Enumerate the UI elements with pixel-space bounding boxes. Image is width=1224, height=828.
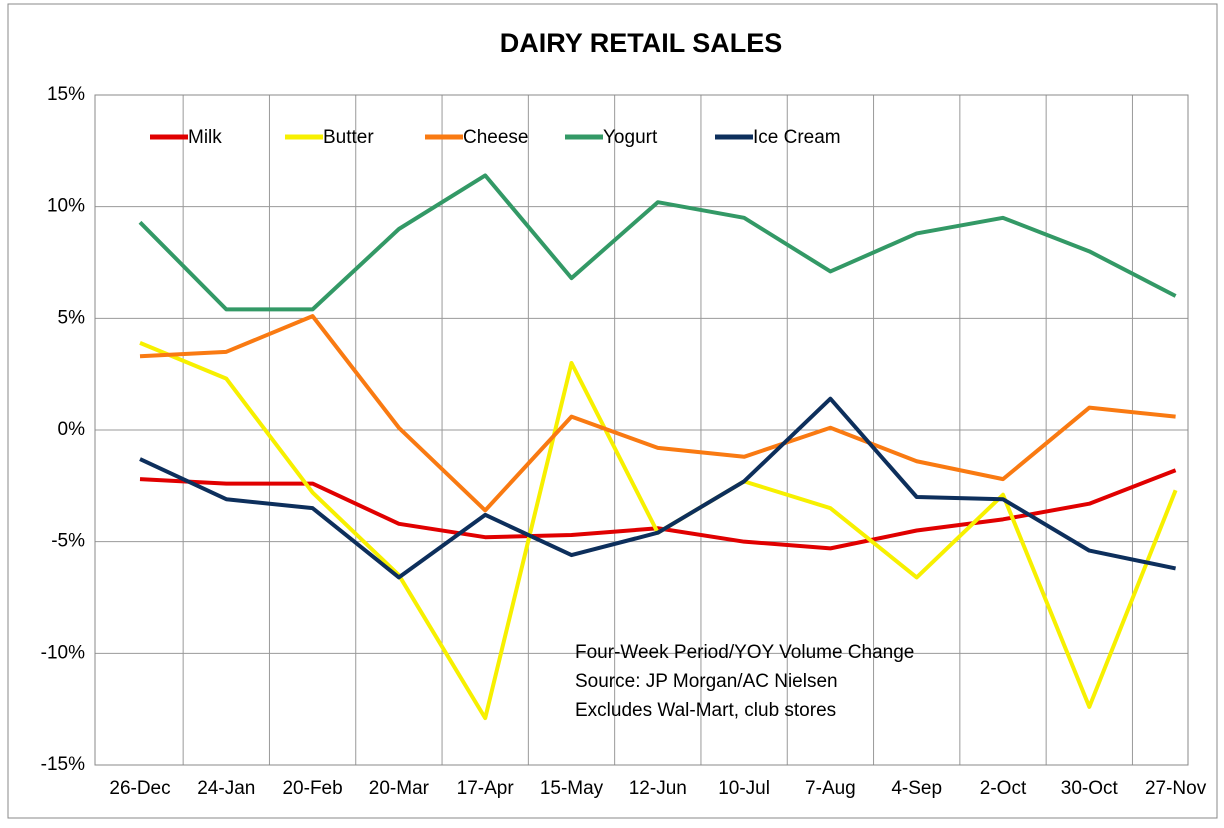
- legend-label: Butter: [323, 127, 374, 148]
- x-tick-label: 27-Nov: [1145, 778, 1207, 799]
- y-tick-label: 0%: [58, 419, 86, 440]
- legend-label: Cheese: [463, 127, 529, 148]
- x-tick-label: 24-Jan: [197, 778, 255, 799]
- y-tick-label: 15%: [47, 84, 85, 105]
- x-tick-label: 26-Dec: [109, 778, 170, 799]
- x-tick-label: 20-Feb: [282, 778, 342, 799]
- series-line: [139, 314, 1176, 513]
- legend-label: Milk: [188, 127, 222, 148]
- y-tick-label: 10%: [47, 196, 85, 217]
- x-tick-label: 17-Apr: [457, 778, 515, 799]
- x-tick-label: 10-Jul: [718, 778, 770, 799]
- x-tick-label: 30-Oct: [1061, 778, 1119, 799]
- x-tick-label: 12-Jun: [629, 778, 687, 799]
- series-line: [139, 396, 1177, 580]
- x-tick-label: 4-Sep: [891, 778, 942, 799]
- series-line: [139, 468, 1177, 551]
- annotation: Source: JP Morgan/AC Nielsen: [575, 671, 838, 692]
- annotation: Excludes Wal-Mart, club stores: [575, 700, 836, 721]
- x-tick-label: 20-Mar: [369, 778, 430, 799]
- legend-label: Yogurt: [603, 127, 658, 148]
- legend-label: Ice Cream: [753, 127, 841, 148]
- x-tick-label: 2-Oct: [980, 778, 1027, 799]
- y-tick-label: -5%: [51, 531, 85, 552]
- annotation: Four-Week Period/YOY Volume Change: [575, 642, 914, 663]
- chart-title: DAIRY RETAIL SALES: [500, 28, 783, 58]
- x-tick-label: 15-May: [540, 778, 604, 799]
- chart-border: [7, 3, 1218, 819]
- y-tick-label: -10%: [41, 642, 85, 663]
- series-line: [138, 173, 1177, 312]
- y-tick-label: -15%: [41, 754, 85, 775]
- y-tick-label: 5%: [58, 307, 86, 328]
- x-tick-label: 7-Aug: [805, 778, 856, 799]
- plot-area: [94, 94, 1189, 766]
